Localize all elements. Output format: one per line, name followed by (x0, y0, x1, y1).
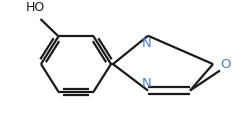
Text: O: O (220, 58, 230, 71)
Text: N: N (142, 37, 152, 50)
Text: N: N (142, 77, 152, 90)
Text: HO: HO (26, 0, 45, 14)
